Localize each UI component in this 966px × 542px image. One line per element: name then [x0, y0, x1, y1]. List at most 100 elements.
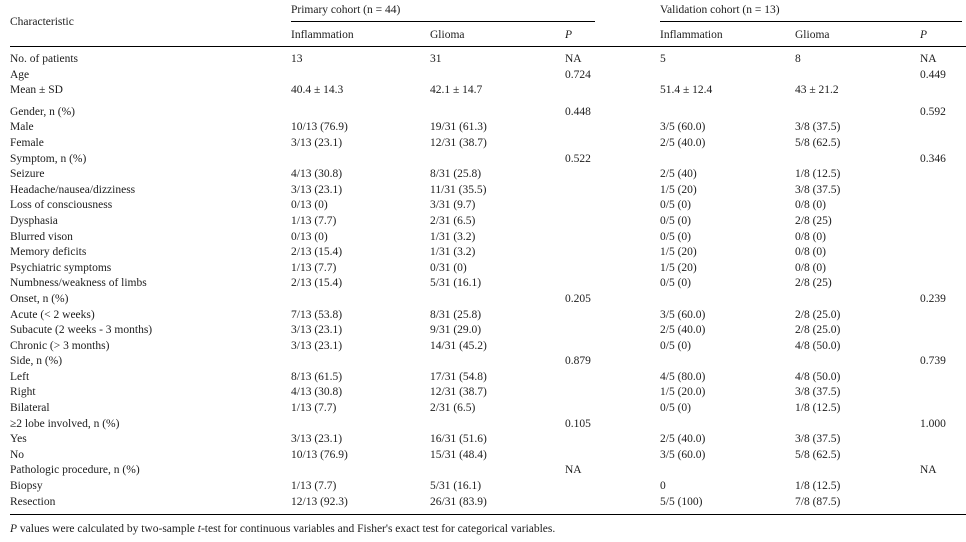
- cell-primary-inflammation: 2/13 (15.4): [291, 246, 343, 259]
- cell-primary-glioma: 1/31 (3.2): [430, 246, 476, 259]
- row-label: No. of patients: [10, 53, 79, 65]
- row-label: Left: [10, 370, 30, 383]
- footnote-segment: t: [197, 523, 201, 536]
- cell-primary-p-value: [565, 120, 660, 136]
- cell-primary-glioma: 14/31 (45.2): [430, 339, 487, 352]
- cell-validation-inflammation: 2/5 (40.0): [660, 324, 706, 337]
- cell-primary-glioma: 26/31 (83.9): [430, 495, 487, 508]
- column-header-primary-p-value: P: [565, 29, 573, 41]
- cell-validation-glioma: 0/8 (0): [795, 230, 826, 243]
- cell-validation-glioma: 0/8 (0): [795, 246, 826, 259]
- row-label: Psychiatric symptoms: [10, 261, 112, 274]
- column-group-primary-cohort-label: Primary cohort (n = 44): [291, 4, 401, 16]
- row-label: No: [10, 448, 25, 461]
- cell-validation-glioma: 1/8 (12.5): [795, 480, 841, 493]
- table-row: Dysphasia 1/13 (7.7) 2/31 (6.5) 0/5 (0) …: [10, 214, 966, 230]
- cell-primary-inflammation: 10/13 (76.9): [291, 121, 348, 134]
- cell-validation-p-value: [920, 214, 966, 230]
- table-row: Left 8/13 (61.5) 17/31 (54.8) 4/5 (80.0)…: [10, 370, 966, 386]
- cell-validation-inflammation: 3/5 (60.0): [660, 308, 706, 321]
- table-row: Right 4/13 (30.8) 12/31 (38.7) 1/5 (20.0…: [10, 385, 966, 401]
- cell-validation-inflammation: 3/5 (60.0): [660, 448, 706, 461]
- cell-validation-p-value: [920, 136, 966, 152]
- cell-primary-glioma: 1/31 (3.2): [430, 230, 476, 243]
- cell-validation-p-value: [920, 308, 966, 324]
- row-label: Pathologic procedure, n (%): [10, 464, 140, 477]
- table-row: Side, n (%) 0.879 0.739: [10, 354, 966, 370]
- cell-validation-p-value: 0.592: [920, 105, 946, 118]
- cell-validation-glioma: 3/8 (37.5): [795, 433, 841, 446]
- cell-primary-p-value: [565, 245, 660, 261]
- row-label: Chronic (> 3 months): [10, 339, 110, 352]
- cell-validation-p-value: [920, 385, 966, 401]
- cell-primary-p-value: 0.205: [565, 292, 591, 305]
- cell-primary-glioma: 42.1 ± 14.7: [430, 84, 483, 97]
- cell-validation-p-value: [920, 370, 966, 386]
- cell-primary-glioma: 11/31 (35.5): [430, 183, 487, 196]
- row-label: Biopsy: [10, 480, 43, 493]
- table-row: Memory deficits 2/13 (15.4) 1/31 (3.2) 1…: [10, 245, 966, 261]
- cell-validation-p-value: [920, 479, 966, 495]
- cell-primary-p-value: [565, 230, 660, 246]
- row-label: ≥2 lobe involved, n (%): [10, 417, 120, 430]
- cell-validation-p-value: [920, 276, 966, 292]
- cell-primary-glioma: 8/31 (25.8): [430, 308, 482, 321]
- row-label: Numbness/weakness of limbs: [10, 277, 147, 290]
- cell-validation-p-value: [920, 230, 966, 246]
- cell-validation-glioma: 3/8 (37.5): [795, 386, 841, 399]
- cell-validation-glioma: 3/8 (37.5): [795, 183, 841, 196]
- cell-validation-p-value: [920, 495, 966, 511]
- cell-validation-inflammation: 5: [660, 53, 666, 65]
- row-label: Female: [10, 136, 44, 149]
- cell-primary-glioma: 31: [430, 53, 442, 65]
- column-group-validation-cohort-label: Validation cohort (n = 13): [660, 4, 780, 16]
- cell-validation-p-value: [920, 339, 966, 355]
- table-row: Bilateral 1/13 (7.7) 2/31 (6.5) 0/5 (0) …: [10, 401, 966, 417]
- cell-primary-p-value: [565, 479, 660, 495]
- table-row: No. of patients 13 31 NA 5 8 NA: [10, 52, 966, 68]
- cell-primary-glioma: 15/31 (48.4): [430, 448, 487, 461]
- cell-primary-glioma: 3/31 (9.7): [430, 199, 476, 212]
- footnote: P values were calculated by two-sample t…: [10, 522, 966, 536]
- cell-primary-inflammation: 0/13 (0): [291, 230, 328, 243]
- row-label: Right: [10, 386, 36, 399]
- cell-primary-p-value: NA: [565, 53, 582, 65]
- table-row: Subacute (2 weeks - 3 months) 3/13 (23.1…: [10, 323, 966, 339]
- cell-primary-p-value: 0.448: [565, 105, 591, 118]
- row-label: Dysphasia: [10, 214, 58, 227]
- cell-validation-inflammation: 0/5 (0): [660, 199, 691, 212]
- row-label: Blurred vison: [10, 230, 73, 243]
- column-group-primary-cohort: Primary cohort (n = 44): [291, 0, 595, 22]
- cell-primary-glioma: [430, 354, 565, 370]
- cell-primary-inflammation: [291, 417, 430, 433]
- cell-primary-inflammation: 1/13 (7.7): [291, 214, 337, 227]
- cell-validation-inflammation: [660, 152, 795, 168]
- table-row: Seizure 4/13 (30.8) 8/31 (25.8) 2/5 (40)…: [10, 167, 966, 183]
- cell-validation-p-value: [920, 245, 966, 261]
- cell-primary-glioma: 5/31 (16.1): [430, 277, 482, 290]
- table-row: Psychiatric symptoms 1/13 (7.7) 0/31 (0)…: [10, 261, 966, 277]
- cell-validation-p-value: 0.449: [920, 68, 946, 81]
- cell-validation-inflammation: 4/5 (80.0): [660, 370, 706, 383]
- table-row: Loss of consciousness 0/13 (0) 3/31 (9.7…: [10, 198, 966, 214]
- cell-primary-inflammation: 1/13 (7.7): [291, 480, 337, 493]
- cell-validation-p-value: [920, 448, 966, 464]
- cell-validation-p-value: [920, 432, 966, 448]
- cell-primary-p-value: NA: [565, 464, 582, 477]
- cell-validation-glioma: 0/8 (0): [795, 261, 826, 274]
- cell-validation-p-value: [920, 198, 966, 214]
- cell-validation-glioma: 43 ± 21.2: [795, 84, 839, 97]
- cell-validation-glioma: [795, 463, 920, 479]
- table-row: Age 0.724 0.449: [10, 68, 966, 84]
- row-label: Resection: [10, 495, 56, 508]
- cell-validation-p-value: [920, 120, 966, 136]
- cell-primary-glioma: [430, 463, 565, 479]
- cell-validation-p-value: [920, 167, 966, 183]
- cell-validation-p-value: NA: [920, 464, 937, 477]
- cell-primary-p-value: [565, 276, 660, 292]
- cell-primary-p-value: [565, 385, 660, 401]
- cell-primary-p-value: [565, 339, 660, 355]
- cell-validation-inflammation: [660, 417, 795, 433]
- cell-validation-p-value: 0.346: [920, 152, 946, 165]
- cell-validation-p-value: 1.000: [920, 417, 946, 430]
